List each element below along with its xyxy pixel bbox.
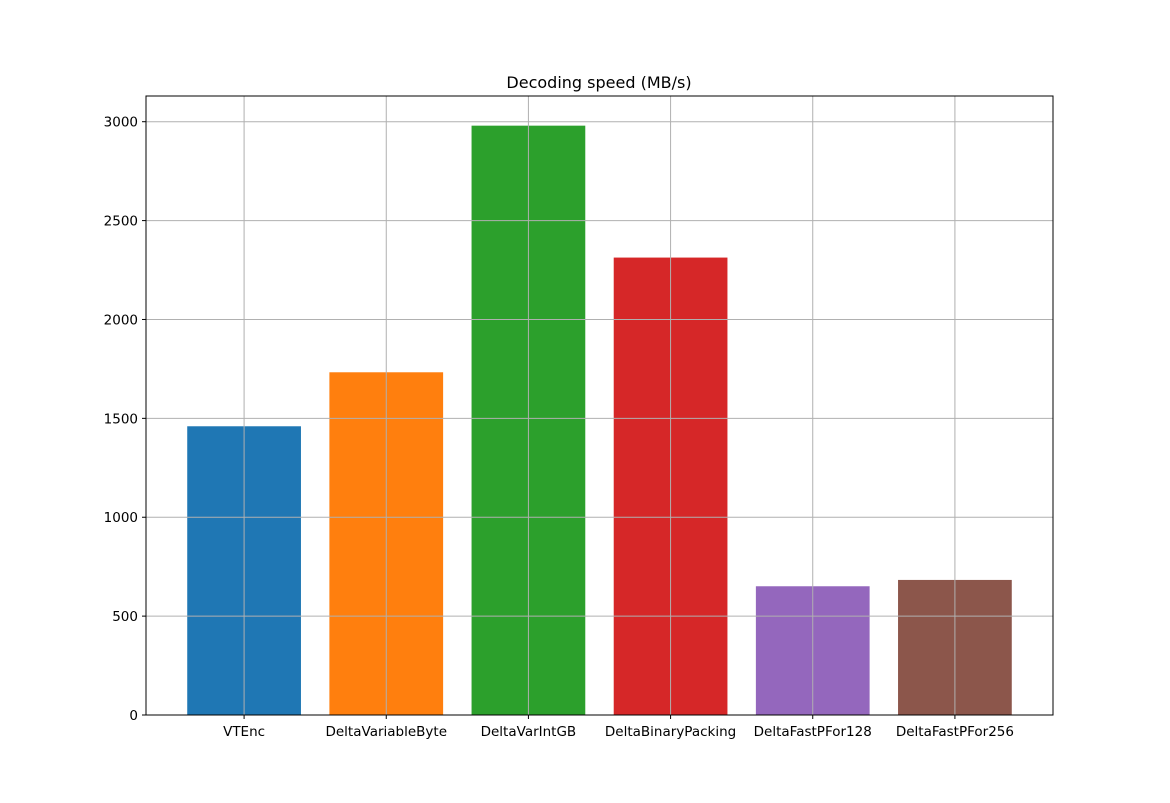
chart-title: Decoding speed (MB/s) xyxy=(506,73,691,92)
x-tick-label: DeltaBinaryPacking xyxy=(605,724,736,740)
x-axis: VTEnc DeltaVariableByte DeltaVarIntGB Delta… xyxy=(223,715,1014,740)
y-tick-label: 1500 xyxy=(104,411,138,427)
y-tick-label: 2000 xyxy=(104,312,138,328)
x-tick-label: DeltaVariableByte xyxy=(325,724,447,740)
x-tick-label: VTEnc xyxy=(223,724,265,740)
x-tick-label: DeltaVarIntGB xyxy=(481,724,577,740)
bars xyxy=(187,125,1012,715)
axes-frame xyxy=(145,95,1054,716)
y-axis: 0 500 1000 1500 2000 2500 3000 xyxy=(104,115,146,724)
x-tick-label: DeltaFastPFor256 xyxy=(896,724,1014,740)
y-tick-label: 500 xyxy=(112,609,138,625)
y-tick-label: 2500 xyxy=(104,214,138,230)
y-tick-label: 0 xyxy=(129,708,138,724)
x-tick-label: DeltaFastPFor128 xyxy=(754,724,872,740)
y-tick-label: 1000 xyxy=(104,510,138,526)
y-tick-label: 3000 xyxy=(104,115,138,131)
